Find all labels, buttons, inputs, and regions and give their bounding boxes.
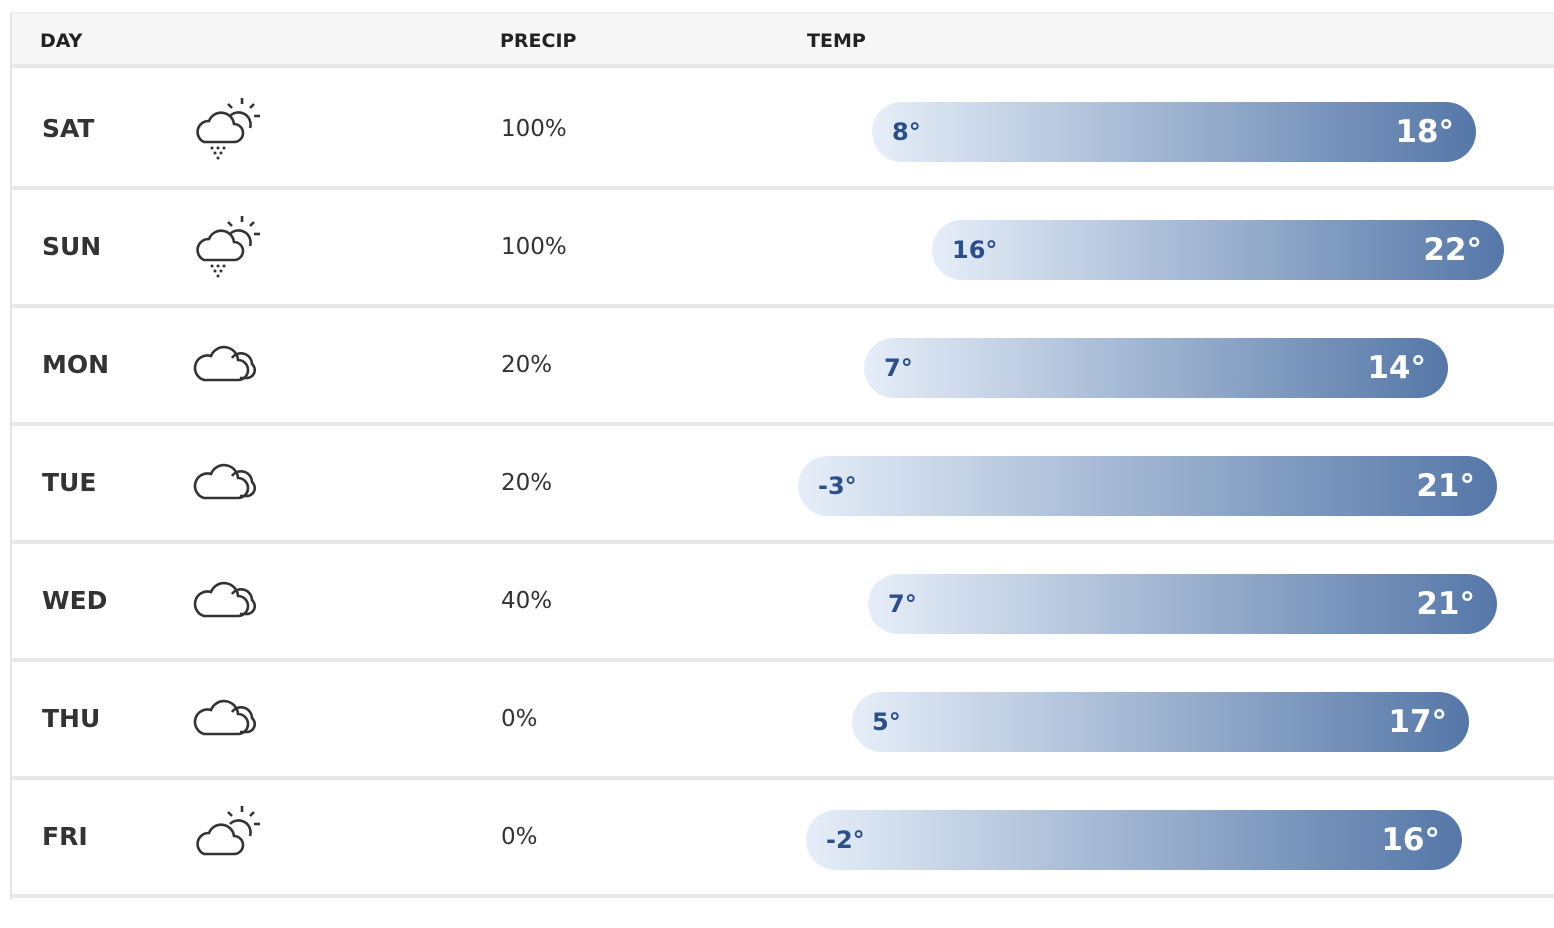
- weather-icon: [192, 330, 262, 404]
- temp-high: 14°: [1367, 350, 1426, 386]
- precip-value: 20%: [501, 352, 553, 378]
- temp-range-bar: 7° 14°: [864, 338, 1448, 398]
- temp-high: 21°: [1416, 468, 1475, 504]
- header-precip: PRECIP: [500, 30, 577, 52]
- temp-low: -3°: [818, 472, 857, 500]
- header-day: DAY: [40, 30, 83, 52]
- temp-low: 5°: [872, 708, 901, 736]
- forecast-row: WED 40% 7° 21°: [12, 544, 1554, 662]
- temp-low: 16°: [952, 236, 998, 264]
- forecast-row: SAT 100% 8° 18°: [12, 72, 1554, 190]
- temp-range-bar: 8° 18°: [872, 102, 1476, 162]
- forecast-row: THU 0% 5° 17°: [12, 662, 1554, 780]
- weather-icon-graphic: [196, 806, 260, 856]
- weather-icon-graphic: [196, 98, 260, 160]
- temp-high: 18°: [1395, 114, 1454, 150]
- precip-value: 20%: [501, 470, 553, 496]
- temp-low: 8°: [892, 118, 921, 146]
- day-label: THU: [42, 704, 101, 733]
- weather-icon-graphic: [196, 216, 260, 278]
- temp-low: 7°: [888, 590, 917, 618]
- precip-value: 100%: [501, 116, 567, 142]
- temp-low: 7°: [884, 354, 913, 382]
- table-header: DAY PRECIP TEMP: [12, 12, 1554, 68]
- temp-high: 21°: [1416, 586, 1475, 622]
- temp-range-bar: 5° 17°: [852, 692, 1469, 752]
- day-label: SAT: [42, 114, 95, 143]
- temp-range-bar: -3° 21°: [798, 456, 1497, 516]
- day-label: MON: [42, 350, 110, 379]
- precip-value: 0%: [501, 824, 538, 850]
- day-label: FRI: [42, 822, 88, 851]
- day-label: SUN: [42, 232, 102, 261]
- precip-value: 40%: [501, 588, 553, 614]
- forecast-row: FRI 0% -2° 16°: [12, 780, 1554, 898]
- weather-icon: [192, 212, 262, 286]
- weather-icon: [192, 94, 262, 168]
- weather-icon: [192, 684, 262, 758]
- temp-high: 17°: [1388, 704, 1447, 740]
- temp-range-bar: -2° 16°: [806, 810, 1462, 870]
- temp-high: 16°: [1381, 822, 1440, 858]
- temp-range-bar: 16° 22°: [932, 220, 1504, 280]
- weather-icon: [192, 802, 262, 876]
- temp-low: -2°: [826, 826, 865, 854]
- temp-high: 22°: [1423, 232, 1482, 268]
- weather-icon-graphic: [193, 581, 257, 618]
- weather-icon-graphic: [193, 699, 257, 736]
- weather-icon-graphic: [193, 345, 257, 382]
- forecast-row: MON 20% 7° 14°: [12, 308, 1554, 426]
- header-temp: TEMP: [807, 30, 866, 52]
- precip-value: 0%: [501, 706, 538, 732]
- weather-icon: [192, 566, 262, 640]
- forecast-row: TUE 20% -3° 21°: [12, 426, 1554, 544]
- weather-icon: [192, 448, 262, 522]
- day-label: WED: [42, 586, 108, 615]
- forecast-table: DAY PRECIP TEMP SAT 100% 8° 18° SUN 100% 16° 22…: [10, 12, 1554, 900]
- forecast-row: SUN 100% 16° 22°: [12, 190, 1554, 308]
- day-label: TUE: [42, 468, 97, 497]
- temp-range-bar: 7° 21°: [868, 574, 1497, 634]
- weather-icon-graphic: [193, 463, 257, 500]
- precip-value: 100%: [501, 234, 567, 260]
